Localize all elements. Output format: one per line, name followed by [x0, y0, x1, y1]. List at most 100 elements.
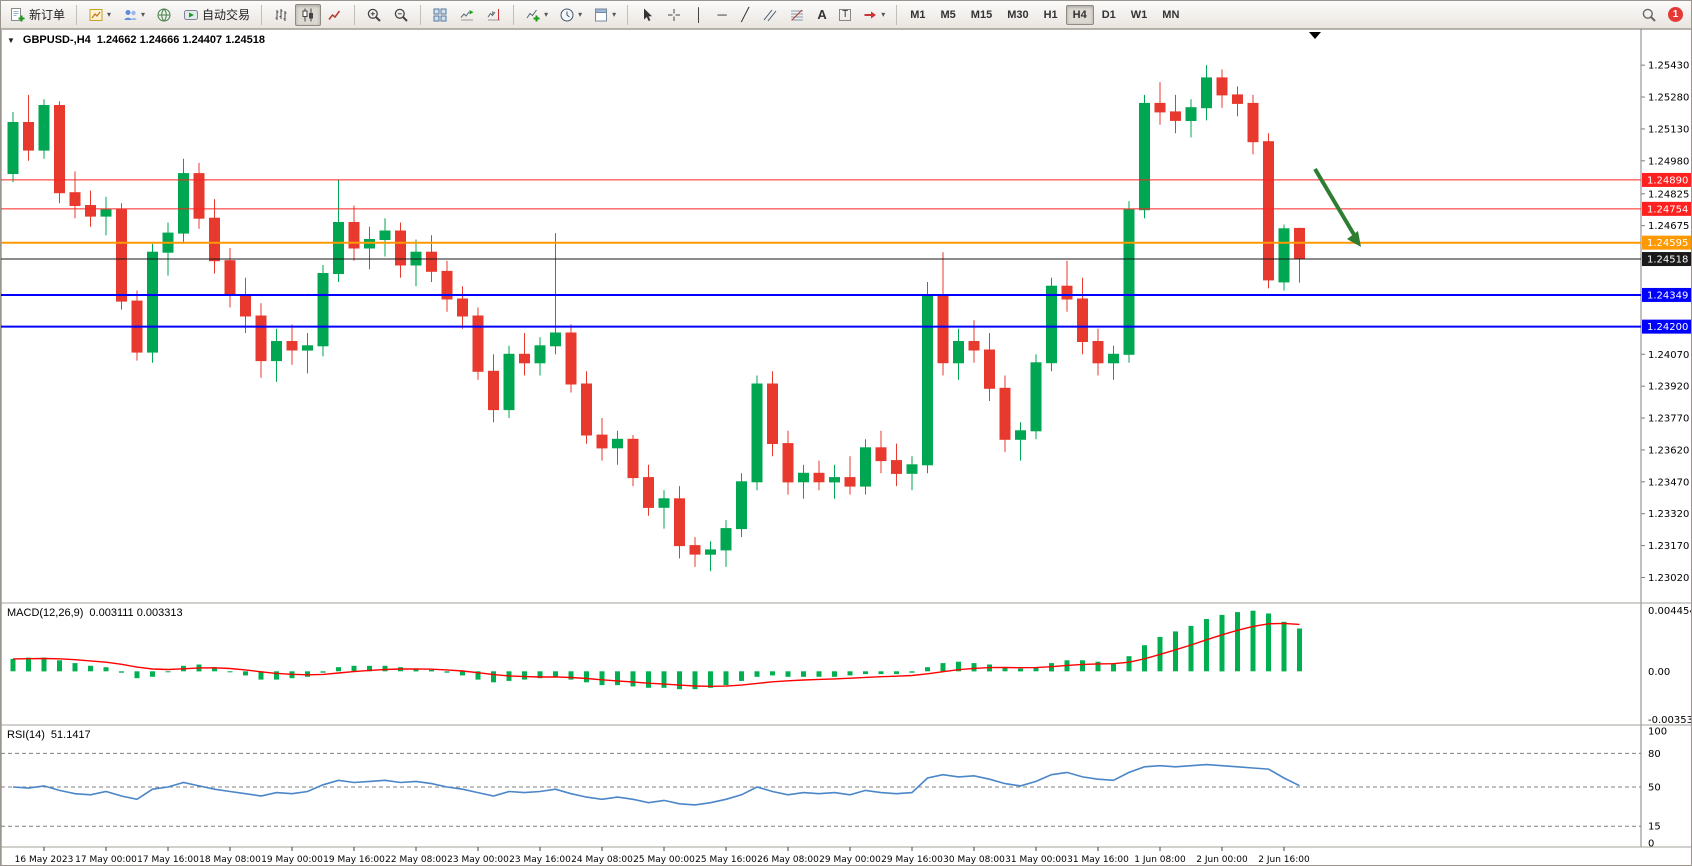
- macd-name: MACD(12,26,9): [7, 607, 84, 619]
- fibonacci-button[interactable]: [784, 4, 810, 26]
- timeframe-m30-button[interactable]: M30: [1007, 8, 1029, 21]
- notification-badge[interactable]: 1: [1668, 7, 1683, 22]
- timeframe-h1-button[interactable]: H1: [1043, 8, 1058, 21]
- macd-axis-zero: 0.00: [1648, 667, 1670, 678]
- line-chart-icon: [327, 7, 343, 23]
- chart-canvas[interactable]: 1.25430 1.25280 1.25130 1.24980 1.24825 1.246…: [1, 29, 1692, 866]
- horizontal-line-button[interactable]: ─: [711, 4, 733, 26]
- macd-axis-max: 0.004454: [1648, 606, 1692, 617]
- time-tick-label: 30 May 08:00: [943, 855, 1005, 865]
- timeframe-m15-button[interactable]: M15: [970, 8, 993, 21]
- search-button[interactable]: [1636, 4, 1662, 26]
- community-button[interactable]: [151, 4, 177, 26]
- fibonacci-icon: [789, 7, 805, 23]
- price-level-badge: [1642, 319, 1691, 334]
- time-tick-label: 23 May 00:00: [447, 855, 509, 865]
- annotation-arrow[interactable]: [1313, 167, 1361, 247]
- crosshair-button[interactable]: [661, 4, 687, 26]
- price-level-badge: [1642, 201, 1691, 216]
- time-tick-label: 25 May 00:00: [633, 855, 695, 865]
- timeframe-h4-button[interactable]: H4: [1065, 4, 1094, 25]
- tile-windows-icon: [432, 7, 448, 23]
- timeframe-mn-button[interactable]: MN: [1162, 8, 1180, 21]
- toolbar-separator: [513, 4, 515, 25]
- dropdown-icon: ▾: [107, 10, 112, 19]
- tile-windows-button[interactable]: [427, 4, 453, 26]
- one-click-trading-icon[interactable]: ▼: [7, 35, 15, 45]
- arrows-button[interactable]: ▾: [857, 4, 890, 26]
- price-level-badge-text: 1.24890: [1647, 175, 1688, 186]
- price-tick-label: 1.23170: [1648, 541, 1689, 552]
- profiles-icon: [122, 7, 138, 23]
- price-level-badge-text: 1.24349: [1647, 290, 1688, 301]
- price-level-badge-text: 1.24595: [1647, 238, 1688, 249]
- rsi-axis-label: 15: [1648, 822, 1661, 833]
- vertical-line-button[interactable]: │: [688, 4, 710, 26]
- price-levels-layer: [1, 179, 1641, 328]
- templates-button[interactable]: ▾: [588, 4, 621, 26]
- chart-title: ▼ GBPUSD-,H4 1.24662 1.24666 1.24407 1.2…: [7, 34, 265, 46]
- toolbar-separator: [896, 4, 898, 25]
- new-order-button[interactable]: 新订单: [5, 4, 70, 26]
- price-tick-label: 1.24070: [1648, 350, 1689, 361]
- text-button[interactable]: A: [811, 4, 833, 26]
- clock-icon: [559, 7, 575, 23]
- zoom-in-icon: [366, 7, 382, 23]
- periods-button[interactable]: ▾: [554, 4, 587, 26]
- chart-shift-marker[interactable]: [1309, 32, 1321, 39]
- price-level-badge: [1642, 235, 1691, 250]
- time-tick-label: 22 May 08:00: [385, 855, 447, 865]
- toolbar-right: 1: [1636, 4, 1687, 26]
- time-tick-label: 26 May 08:00: [757, 855, 819, 865]
- candles-layer: [7, 65, 1305, 572]
- chart-frame: [1, 29, 1691, 865]
- macd-signal-line: [12, 622, 1300, 688]
- new-chart-button[interactable]: ▾: [83, 4, 116, 26]
- price-level-badge: [1642, 287, 1691, 302]
- chart-shift-button[interactable]: [481, 4, 507, 26]
- zoom-out-button[interactable]: [388, 4, 414, 26]
- time-axis[interactable]: [43, 847, 1285, 851]
- price-level-badge-text: 1.24200: [1647, 322, 1688, 333]
- timeframe-w1-button[interactable]: W1: [1130, 8, 1148, 21]
- timeframe-m1-button[interactable]: M1: [910, 8, 926, 21]
- chart-shift-icon: [486, 7, 502, 23]
- cursor-button[interactable]: [634, 4, 660, 26]
- price-tick-label: 1.24980: [1648, 156, 1689, 167]
- text-icon: A: [817, 7, 827, 22]
- price-tick-label: 1.23770: [1648, 414, 1689, 425]
- price-axis[interactable]: [1641, 64, 1692, 578]
- horizontal-line-icon: ─: [717, 7, 727, 22]
- profiles-button[interactable]: ▾: [117, 4, 150, 26]
- rsi-axis-label: 80: [1648, 749, 1661, 760]
- trendline-icon: ╱: [741, 7, 750, 22]
- zoom-in-button[interactable]: [361, 4, 387, 26]
- price-tick-label: 1.24825: [1648, 189, 1689, 200]
- crosshair-icon: [666, 7, 682, 23]
- timeframe-m5-button[interactable]: M5: [940, 8, 956, 21]
- rsi-name: RSI(14): [7, 729, 45, 741]
- price-level-badge-text: 1.24754: [1647, 204, 1688, 215]
- bar-chart-button[interactable]: [268, 4, 294, 26]
- time-tick-label: 31 May 16:00: [1067, 855, 1129, 865]
- price-tick-label: 1.23620: [1648, 445, 1689, 456]
- rsi-value: 51.1417: [50, 729, 91, 741]
- trendline-button[interactable]: ╱: [734, 4, 756, 26]
- auto-scroll-button[interactable]: [454, 4, 480, 26]
- timeframe-d1-button[interactable]: D1: [1101, 8, 1116, 21]
- channel-button[interactable]: [757, 4, 783, 26]
- rsi-axis-label: 50: [1648, 783, 1661, 794]
- time-tick-label: 19 May 00:00: [261, 855, 323, 865]
- indicators-button[interactable]: ▾: [520, 4, 553, 26]
- text-label-button[interactable]: T: [834, 4, 856, 26]
- toolbar: 新订单 ▾ ▾ 自动交易: [1, 1, 1691, 29]
- globe-icon: [156, 7, 172, 23]
- candlestick-chart-button[interactable]: [295, 3, 322, 26]
- time-tick-label: 2 Jun 00:00: [1196, 855, 1248, 865]
- line-chart-button[interactable]: [322, 4, 348, 26]
- rsi-axis-label: 0: [1648, 839, 1654, 850]
- auto-trading-button[interactable]: 自动交易: [178, 4, 255, 26]
- vertical-line-icon: │: [695, 7, 704, 22]
- auto-scroll-icon: [459, 7, 475, 23]
